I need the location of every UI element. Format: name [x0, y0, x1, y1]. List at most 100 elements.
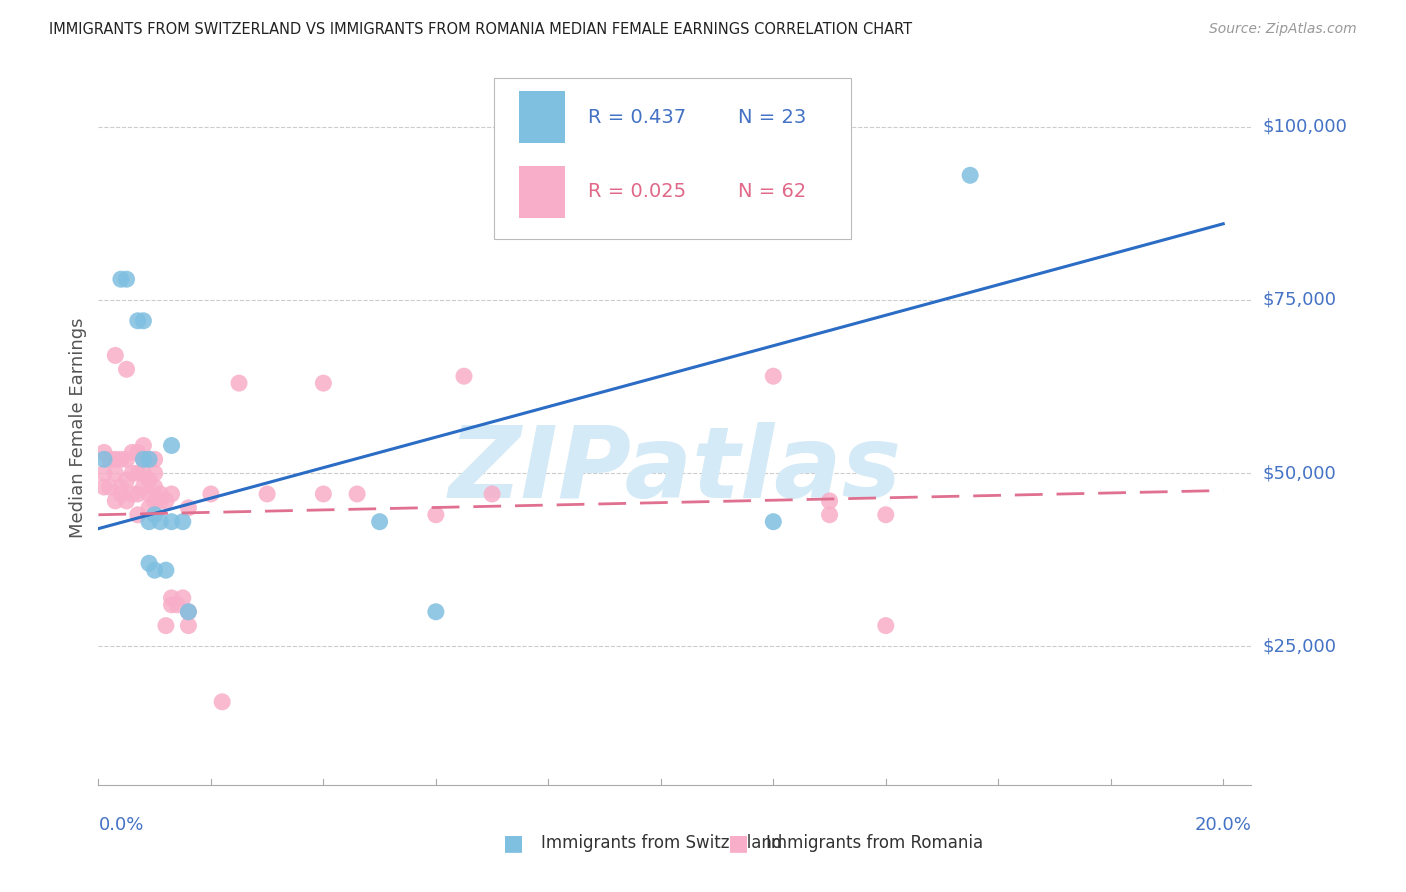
- Point: [160, 487, 183, 501]
- FancyBboxPatch shape: [519, 166, 565, 218]
- Point: [115, 272, 138, 286]
- Text: ■: ■: [503, 833, 523, 853]
- Point: [98, 452, 121, 467]
- Point: [121, 487, 143, 501]
- Point: [93, 452, 115, 467]
- Point: [160, 591, 183, 605]
- Point: [132, 452, 155, 467]
- Point: [104, 494, 127, 508]
- Point: [143, 452, 166, 467]
- Text: 20.0%: 20.0%: [1195, 816, 1251, 834]
- Point: [121, 466, 143, 480]
- Y-axis label: Median Female Earnings: Median Female Earnings: [69, 318, 87, 539]
- Text: ZIPatlas: ZIPatlas: [449, 423, 901, 519]
- Point: [875, 508, 897, 522]
- Point: [155, 618, 177, 632]
- Point: [127, 508, 149, 522]
- Point: [346, 487, 368, 501]
- Point: [110, 272, 132, 286]
- FancyBboxPatch shape: [519, 91, 565, 143]
- Point: [110, 452, 132, 467]
- Text: $100,000: $100,000: [1263, 118, 1347, 136]
- Point: [762, 515, 785, 529]
- Point: [98, 480, 121, 494]
- Point: [166, 598, 188, 612]
- Point: [200, 487, 222, 501]
- Point: [762, 369, 785, 384]
- Point: [138, 515, 160, 529]
- Point: [481, 487, 503, 501]
- Point: [127, 314, 149, 328]
- Point: [425, 605, 447, 619]
- Point: [110, 480, 132, 494]
- FancyBboxPatch shape: [494, 78, 851, 239]
- Text: R = 0.437: R = 0.437: [588, 108, 686, 127]
- Text: IMMIGRANTS FROM SWITZERLAND VS IMMIGRANTS FROM ROMANIA MEDIAN FEMALE EARNINGS CO: IMMIGRANTS FROM SWITZERLAND VS IMMIGRANT…: [49, 22, 912, 37]
- Point: [172, 591, 194, 605]
- Point: [143, 480, 166, 494]
- Point: [228, 376, 250, 391]
- Point: [138, 556, 160, 570]
- Point: [127, 445, 149, 459]
- Point: [138, 500, 160, 515]
- Point: [177, 605, 200, 619]
- Point: [149, 515, 172, 529]
- Point: [132, 452, 155, 467]
- Text: N = 23: N = 23: [738, 108, 807, 127]
- Point: [93, 480, 115, 494]
- Text: $25,000: $25,000: [1263, 638, 1337, 656]
- Point: [875, 618, 897, 632]
- Point: [127, 487, 149, 501]
- Point: [104, 466, 127, 480]
- Point: [143, 563, 166, 577]
- Point: [160, 515, 183, 529]
- Point: [110, 487, 132, 501]
- Text: 0.0%: 0.0%: [98, 816, 143, 834]
- Point: [959, 169, 981, 183]
- Point: [818, 494, 841, 508]
- Text: Source: ZipAtlas.com: Source: ZipAtlas.com: [1209, 22, 1357, 37]
- Text: ■: ■: [728, 833, 748, 853]
- Point: [115, 473, 138, 487]
- Point: [132, 466, 155, 480]
- Point: [155, 563, 177, 577]
- Point: [312, 487, 335, 501]
- Point: [425, 508, 447, 522]
- Text: $50,000: $50,000: [1263, 464, 1336, 483]
- Text: Immigrants from Romania: Immigrants from Romania: [766, 834, 983, 852]
- Text: $75,000: $75,000: [1263, 291, 1337, 309]
- Point: [211, 695, 233, 709]
- Point: [132, 480, 155, 494]
- Point: [138, 473, 160, 487]
- Point: [149, 487, 172, 501]
- Point: [93, 466, 115, 480]
- Point: [177, 618, 200, 632]
- Point: [104, 452, 127, 467]
- Point: [143, 508, 166, 522]
- Point: [453, 369, 475, 384]
- Point: [149, 494, 172, 508]
- Point: [177, 500, 200, 515]
- Point: [143, 494, 166, 508]
- Text: R = 0.025: R = 0.025: [588, 183, 686, 202]
- Point: [160, 598, 183, 612]
- Point: [138, 487, 160, 501]
- Point: [104, 348, 127, 362]
- Point: [160, 438, 183, 452]
- Point: [155, 494, 177, 508]
- Point: [93, 445, 115, 459]
- Point: [115, 452, 138, 467]
- Point: [115, 494, 138, 508]
- Point: [138, 452, 160, 467]
- Point: [256, 487, 278, 501]
- Point: [132, 314, 155, 328]
- Point: [121, 445, 143, 459]
- Text: N = 62: N = 62: [738, 183, 807, 202]
- Point: [312, 376, 335, 391]
- Point: [143, 466, 166, 480]
- Point: [172, 515, 194, 529]
- Point: [818, 508, 841, 522]
- Text: Immigrants from Switzerland: Immigrants from Switzerland: [541, 834, 783, 852]
- Point: [138, 452, 160, 467]
- Point: [177, 605, 200, 619]
